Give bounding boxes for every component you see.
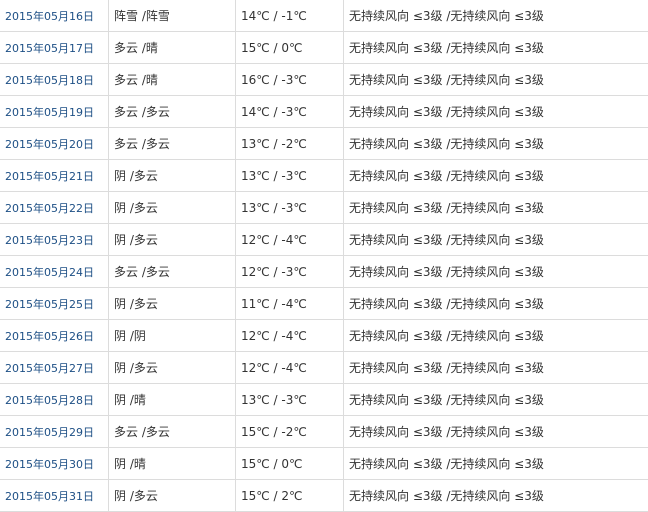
weather-cell: 多云 /晴 (108, 63, 236, 96)
date-cell: 2015年05月27日 (0, 351, 109, 384)
date-link[interactable]: 2015年05月20日 (5, 137, 94, 151)
date-cell: 2015年05月23日 (0, 223, 109, 256)
date-link[interactable]: 2015年05月21日 (5, 169, 94, 183)
wind-cell: 无持续风向 ≤3级 /无持续风向 ≤3级 (343, 447, 648, 480)
date-cell: 2015年05月29日 (0, 415, 109, 448)
table-row: 2015年05月26日 阴 /阴 12℃ / -4℃ 无持续风向 ≤3级 /无持… (0, 319, 648, 352)
wind-cell: 无持续风向 ≤3级 /无持续风向 ≤3级 (343, 31, 648, 64)
date-link[interactable]: 2015年05月22日 (5, 201, 94, 215)
date-cell: 2015年05月17日 (0, 31, 109, 64)
date-link[interactable]: 2015年05月17日 (5, 41, 94, 55)
temperature-cell: 15℃ / 0℃ (235, 447, 344, 480)
weather-cell: 阵雪 /阵雪 (108, 0, 236, 32)
weather-cell: 阴 /多云 (108, 287, 236, 320)
date-link[interactable]: 2015年05月19日 (5, 105, 94, 119)
wind-cell: 无持续风向 ≤3级 /无持续风向 ≤3级 (343, 159, 648, 192)
wind-cell: 无持续风向 ≤3级 /无持续风向 ≤3级 (343, 287, 648, 320)
wind-cell: 无持续风向 ≤3级 /无持续风向 ≤3级 (343, 351, 648, 384)
weather-cell: 阴 /多云 (108, 191, 236, 224)
weather-cell: 阴 /多云 (108, 159, 236, 192)
date-link[interactable]: 2015年05月18日 (5, 73, 94, 87)
date-cell: 2015年05月22日 (0, 191, 109, 224)
temperature-cell: 13℃ / -3℃ (235, 383, 344, 416)
date-link[interactable]: 2015年05月29日 (5, 425, 94, 439)
date-link[interactable]: 2015年05月27日 (5, 361, 94, 375)
temperature-cell: 15℃ / 2℃ (235, 479, 344, 512)
temperature-cell: 12℃ / -4℃ (235, 223, 344, 256)
temperature-cell: 13℃ / -3℃ (235, 191, 344, 224)
wind-cell: 无持续风向 ≤3级 /无持续风向 ≤3级 (343, 95, 648, 128)
date-cell: 2015年05月26日 (0, 319, 109, 352)
date-link[interactable]: 2015年05月28日 (5, 393, 94, 407)
temperature-cell: 12℃ / -4℃ (235, 319, 344, 352)
temperature-cell: 12℃ / -3℃ (235, 255, 344, 288)
table-row: 2015年05月21日 阴 /多云 13℃ / -3℃ 无持续风向 ≤3级 /无… (0, 159, 648, 192)
temperature-cell: 14℃ / -3℃ (235, 95, 344, 128)
table-row: 2015年05月31日 阴 /多云 15℃ / 2℃ 无持续风向 ≤3级 /无持… (0, 479, 648, 512)
temperature-cell: 15℃ / 0℃ (235, 31, 344, 64)
table-row: 2015年05月23日 阴 /多云 12℃ / -4℃ 无持续风向 ≤3级 /无… (0, 223, 648, 256)
weather-cell: 阴 /多云 (108, 223, 236, 256)
weather-cell: 阴 /晴 (108, 383, 236, 416)
table-row: 2015年05月27日 阴 /多云 12℃ / -4℃ 无持续风向 ≤3级 /无… (0, 351, 648, 384)
wind-cell: 无持续风向 ≤3级 /无持续风向 ≤3级 (343, 479, 648, 512)
table-row: 2015年05月30日 阴 /晴 15℃ / 0℃ 无持续风向 ≤3级 /无持续… (0, 447, 648, 480)
date-link[interactable]: 2015年05月31日 (5, 489, 94, 503)
table-row: 2015年05月20日 多云 /多云 13℃ / -2℃ 无持续风向 ≤3级 /… (0, 127, 648, 160)
date-cell: 2015年05月19日 (0, 95, 109, 128)
table-row: 2015年05月19日 多云 /多云 14℃ / -3℃ 无持续风向 ≤3级 /… (0, 95, 648, 128)
date-link[interactable]: 2015年05月25日 (5, 297, 94, 311)
temperature-cell: 15℃ / -2℃ (235, 415, 344, 448)
date-cell: 2015年05月16日 (0, 0, 109, 32)
date-cell: 2015年05月30日 (0, 447, 109, 480)
temperature-cell: 12℃ / -4℃ (235, 351, 344, 384)
weather-cell: 阴 /晴 (108, 447, 236, 480)
temperature-cell: 14℃ / -1℃ (235, 0, 344, 32)
weather-cell: 阴 /多云 (108, 479, 236, 512)
weather-cell: 多云 /多云 (108, 415, 236, 448)
weather-cell: 多云 /多云 (108, 127, 236, 160)
wind-cell: 无持续风向 ≤3级 /无持续风向 ≤3级 (343, 383, 648, 416)
weather-cell: 阴 /阴 (108, 319, 236, 352)
table-row: 2015年05月16日 阵雪 /阵雪 14℃ / -1℃ 无持续风向 ≤3级 /… (0, 0, 648, 32)
date-link[interactable]: 2015年05月23日 (5, 233, 94, 247)
table-row: 2015年05月29日 多云 /多云 15℃ / -2℃ 无持续风向 ≤3级 /… (0, 415, 648, 448)
wind-cell: 无持续风向 ≤3级 /无持续风向 ≤3级 (343, 0, 648, 32)
date-cell: 2015年05月28日 (0, 383, 109, 416)
wind-cell: 无持续风向 ≤3级 /无持续风向 ≤3级 (343, 223, 648, 256)
table-row: 2015年05月22日 阴 /多云 13℃ / -3℃ 无持续风向 ≤3级 /无… (0, 191, 648, 224)
date-link[interactable]: 2015年05月26日 (5, 329, 94, 343)
date-cell: 2015年05月25日 (0, 287, 109, 320)
table-row: 2015年05月18日 多云 /晴 16℃ / -3℃ 无持续风向 ≤3级 /无… (0, 63, 648, 96)
wind-cell: 无持续风向 ≤3级 /无持续风向 ≤3级 (343, 127, 648, 160)
weather-cell: 多云 /晴 (108, 31, 236, 64)
date-link[interactable]: 2015年05月30日 (5, 457, 94, 471)
temperature-cell: 13℃ / -3℃ (235, 159, 344, 192)
date-cell: 2015年05月18日 (0, 63, 109, 96)
wind-cell: 无持续风向 ≤3级 /无持续风向 ≤3级 (343, 415, 648, 448)
weather-cell: 多云 /多云 (108, 95, 236, 128)
wind-cell: 无持续风向 ≤3级 /无持续风向 ≤3级 (343, 319, 648, 352)
date-cell: 2015年05月20日 (0, 127, 109, 160)
date-link[interactable]: 2015年05月24日 (5, 265, 94, 279)
date-link[interactable]: 2015年05月16日 (5, 9, 94, 23)
table-row: 2015年05月25日 阴 /多云 11℃ / -4℃ 无持续风向 ≤3级 /无… (0, 287, 648, 320)
table-row: 2015年05月28日 阴 /晴 13℃ / -3℃ 无持续风向 ≤3级 /无持… (0, 383, 648, 416)
wind-cell: 无持续风向 ≤3级 /无持续风向 ≤3级 (343, 63, 648, 96)
wind-cell: 无持续风向 ≤3级 /无持续风向 ≤3级 (343, 191, 648, 224)
date-cell: 2015年05月24日 (0, 255, 109, 288)
temperature-cell: 11℃ / -4℃ (235, 287, 344, 320)
wind-cell: 无持续风向 ≤3级 /无持续风向 ≤3级 (343, 255, 648, 288)
date-cell: 2015年05月31日 (0, 479, 109, 512)
date-cell: 2015年05月21日 (0, 159, 109, 192)
table-row: 2015年05月24日 多云 /多云 12℃ / -3℃ 无持续风向 ≤3级 /… (0, 255, 648, 288)
temperature-cell: 16℃ / -3℃ (235, 63, 344, 96)
weather-cell: 多云 /多云 (108, 255, 236, 288)
weather-cell: 阴 /多云 (108, 351, 236, 384)
table-row: 2015年05月17日 多云 /晴 15℃ / 0℃ 无持续风向 ≤3级 /无持… (0, 31, 648, 64)
temperature-cell: 13℃ / -2℃ (235, 127, 344, 160)
